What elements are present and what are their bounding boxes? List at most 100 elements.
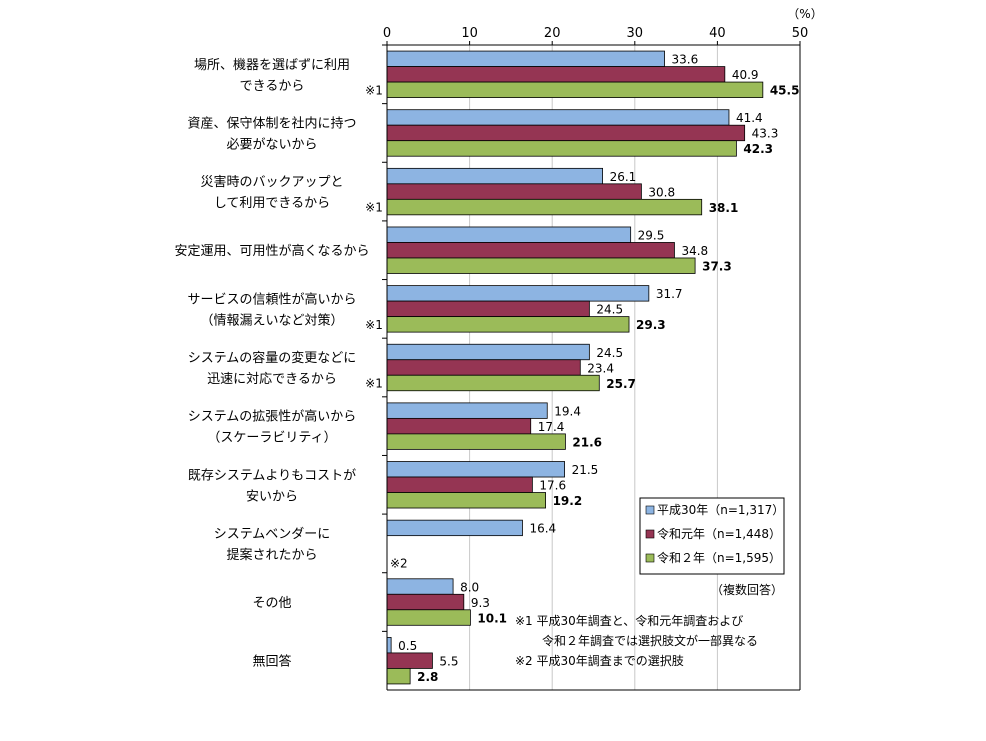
data-label: 19.4: [554, 404, 581, 418]
category-label: システムの容量の変更などに: [188, 350, 357, 366]
bar: [386, 257, 696, 274]
category-label: 資産、保守体制を社内に持つ: [187, 115, 356, 131]
x-tick-label: 50: [792, 26, 809, 41]
data-label: 21.6: [572, 435, 602, 449]
data-label: 41.4: [736, 111, 763, 125]
category-label: できるから: [240, 79, 305, 94]
bar: [386, 461, 565, 478]
legend-swatch: [645, 553, 655, 563]
category-label: 無回答: [252, 654, 291, 670]
category-label: 場所、機器を選ばずに利用: [194, 58, 350, 73]
data-label: 34.8: [681, 244, 708, 258]
data-label: 40.9: [732, 68, 759, 82]
data-label: 17.4: [538, 420, 565, 434]
category-label: して利用できるから: [214, 196, 330, 211]
data-label: 17.6: [539, 479, 566, 493]
bar: [386, 140, 737, 157]
footnote: 令和２年調査では選択肢文が一部異なる: [542, 633, 758, 648]
unit-label: （%）: [787, 7, 822, 21]
bar: [386, 519, 523, 537]
data-label: 42.3: [743, 142, 773, 156]
x-tick-label: 30: [627, 26, 644, 41]
bar: [386, 285, 650, 302]
x-tick-label: 0: [383, 26, 391, 41]
data-label: 24.5: [596, 346, 623, 360]
category-label: （情報漏えいなど対策）: [200, 312, 343, 328]
bar: [386, 476, 533, 493]
category-label: システムの拡張性が高いから: [188, 409, 357, 425]
bar: [386, 183, 642, 200]
category-label: 災害時のバックアップと: [200, 174, 343, 190]
bar: [386, 316, 630, 333]
category-label: 既存システムよりもコストが: [188, 468, 356, 483]
bar: [386, 198, 703, 216]
response-note: （複数回答）: [711, 582, 783, 597]
bar: [386, 343, 590, 361]
bar: [386, 578, 454, 595]
bar: [386, 668, 411, 685]
category-label: 迅速に対応できるから: [207, 372, 337, 387]
data-label: 37.3: [702, 259, 732, 273]
footnote: ※1 平成30年調査と、令和元年調査および: [515, 613, 743, 628]
bar: [386, 433, 566, 450]
bar: [386, 652, 433, 669]
legend-box: [639, 497, 785, 575]
category-label: 提案されたから: [226, 547, 317, 563]
category-label: 必要がないから: [226, 137, 317, 152]
data-label: 30.8: [648, 185, 675, 199]
category-note: ※1: [365, 377, 383, 391]
data-label: 29.5: [638, 228, 665, 242]
data-label: 16.4: [529, 522, 556, 536]
data-label: 25.7: [606, 377, 636, 391]
x-tick-label: 20: [544, 26, 561, 41]
data-label: 21.5: [572, 463, 599, 477]
bar: [386, 226, 632, 243]
bar: [386, 81, 764, 98]
legend-label: 平成30年（n=1,317）: [657, 503, 784, 517]
category-note: ※1: [365, 201, 383, 215]
category-label: サービスの信頼性が高いから: [187, 291, 356, 307]
data-label: 19.2: [553, 494, 583, 508]
bar: [386, 417, 532, 435]
category-note: ※1: [365, 83, 383, 97]
data-label: 33.6: [672, 53, 699, 67]
bar: [386, 124, 746, 142]
data-label: 23.4: [587, 361, 614, 375]
data-label: 26.1: [610, 170, 637, 184]
footnote: ※2 平成30年調査までの選択肢: [515, 653, 684, 668]
bar: [386, 242, 675, 259]
data-label: 8.0: [460, 580, 479, 594]
bar: [386, 593, 465, 611]
bar: [386, 609, 471, 626]
category-label: システムベンダーに: [214, 527, 331, 542]
category-label: その他: [252, 596, 291, 611]
data-label: 29.3: [636, 318, 666, 332]
data-label: 0.5: [398, 639, 417, 653]
data-label: 5.5: [439, 654, 458, 668]
data-label: 45.5: [770, 84, 800, 98]
bar: [386, 359, 581, 376]
bar: [386, 167, 603, 185]
x-tick-label: 10: [461, 26, 478, 41]
legend-swatch: [645, 529, 655, 539]
data-label: 2.8: [417, 670, 438, 684]
legend-swatch: [645, 505, 655, 515]
legend-label: 令和元年（n=1,448）: [657, 526, 781, 541]
bar: [386, 637, 392, 654]
data-label: 43.3: [752, 127, 779, 141]
x-tick-label: 40: [709, 26, 726, 41]
data-label: 38.1: [709, 201, 739, 215]
category-note: ※2: [390, 556, 408, 570]
legend-label: 令和２年（n=1,595）: [657, 550, 781, 565]
bar: [386, 300, 590, 318]
category-label: 安定運用、可用性が高くなるから: [174, 243, 369, 259]
bar: [386, 66, 726, 83]
bar: [386, 374, 600, 392]
bar: [386, 50, 665, 67]
bar: [386, 492, 546, 509]
category-label: 安いから: [246, 489, 298, 504]
bar: [386, 109, 730, 126]
data-label: 10.1: [477, 611, 507, 625]
data-label: 24.5: [596, 303, 623, 317]
